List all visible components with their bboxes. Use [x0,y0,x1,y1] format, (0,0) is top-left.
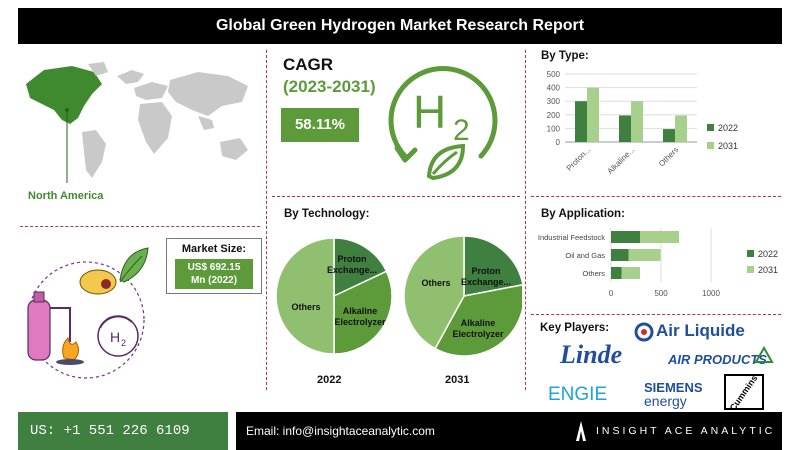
y-tick-label: Oil and Gas [565,251,605,260]
pie-label: Exchange... [461,277,511,287]
footer-brand: INSIGHT ACE ANALYTIC [596,425,776,437]
key-players-title: Key Players: [540,322,610,334]
siemens-energy-logo: SIEMENS energy [644,380,703,409]
leaf-logo-icon [426,143,466,181]
legend-swatch-2031 [707,142,714,149]
y-tick-label: 400 [547,84,561,93]
y-tick-label: 0 [556,138,561,147]
pie-slice-2 [403,235,465,350]
legend-label-2031: 2031 [718,141,738,151]
bar-2031-2 [621,267,640,279]
pie-slice-0 [463,235,522,297]
svg-text:H: H [110,329,120,345]
divider-vertical-right [525,50,526,390]
market-size-label: Market Size: [181,243,247,255]
bar-2031-1 [631,101,643,142]
footer-phone: US: +1 551 226 6109 [18,412,228,450]
pie-label: Exchange... [327,265,377,275]
divider-vertical-left [266,50,267,390]
x-tick-label: 1000 [702,289,720,298]
y-tick-label: Others [582,269,605,278]
x-tick-label: 0 [609,289,614,298]
footer-email: Email: info@insightaceanalytic.com [246,424,435,438]
divider-right-horizontal-2 [531,314,781,315]
flame-icon [62,336,80,361]
north-america-highlight [26,66,102,124]
by-application-chart: 0 500 1000 Industrial Feedstock Oil and Gas O… [538,228,778,298]
x-tick-label: Others [657,145,680,168]
world-map [26,62,248,183]
market-size-value: US$ 692.15 Mn (2022) [175,259,253,289]
cummins-logo: Cummins [724,373,764,413]
legend-label-2022: 2022 [718,123,738,133]
by-technology-title: By Technology: [284,208,370,220]
legend-swatch-2022 [707,124,714,131]
bar-2022-0 [611,231,640,243]
bar-2022-2 [611,267,622,279]
cagr-period: (2023-2031) [283,77,376,96]
cagr-value: 58.11% [281,108,359,142]
linde-logo: Linde [560,340,623,369]
bar-2022-1 [611,249,629,261]
y-tick-label: 100 [547,124,561,133]
pie-slice-2 [275,237,335,355]
divider-left-horizontal [20,226,260,227]
cagr-title: CAGR [283,55,334,74]
by-type-chart: 0 100 200 300 400 500 Proton... Alkaline... Othe… [547,70,738,176]
pie-label: Others [421,278,450,288]
air-products-logo: AIR PRODUCTS [668,344,778,372]
pie-label: Electrolyzer [334,317,386,327]
pie-label: Alkaline [343,306,378,316]
fuel-nozzle [79,269,117,295]
bar-2031-0 [640,231,679,243]
market-size-amount: US$ 692.15 [187,262,241,273]
market-size-box: Market Size: US$ 692.15 Mn (2022) [166,238,262,294]
by-application-title: By Application: [541,208,625,220]
region-label: North America [28,190,104,202]
brand-logo-icon [576,421,586,441]
pie-label: Alkaline [461,318,496,328]
pie-2031-year: 2031 [445,374,470,386]
pie-2022-year: 2022 [317,374,342,386]
divider-right-horizontal-1 [531,196,781,197]
legend-swatch-2031 [747,266,754,273]
market-size-year: Mn (2022) [190,275,238,286]
x-tick-label: Proton... [565,145,593,173]
pie-slice-1 [333,270,393,355]
bar-2031-1 [628,249,661,261]
svg-text:2: 2 [121,338,126,348]
footer-bar: Email: info@insightaceanalytic.com INSIG… [236,412,782,450]
divider-center-horizontal [272,196,520,197]
y-tick-label: 300 [547,97,561,106]
bar-2022-2 [663,129,675,142]
pie-label: Proton [472,266,501,276]
y-tick-label: 200 [547,111,561,120]
report-title: Global Green Hydrogen Market Research Re… [18,8,782,44]
x-tick-label: 500 [654,289,668,298]
bar-2031-0 [587,87,599,142]
pie-label: Others [291,302,320,312]
h2-logo-subscript: 2 [453,114,470,147]
green-hydrogen-illustration: H 2 [27,247,149,379]
x-tick-label: Alkaline... [606,145,637,176]
legend-label-2022: 2022 [758,249,778,259]
bar-2022-1 [619,115,631,142]
y-tick-label: 500 [547,70,561,79]
pie-slice-1 [434,284,522,357]
gas-cylinder [27,299,51,361]
y-tick-label: Industrial Feedstock [538,233,605,242]
by-technology-pies: ProtonExchange...AlkalineElectrolyzerOth… [275,235,522,357]
by-type-title: By Type: [541,50,589,62]
pie-label: Proton [338,254,367,264]
air-liquide-logo: Air Liquide [634,320,764,344]
legend-label-2031: 2031 [758,265,778,275]
bar-2022-0 [575,101,587,142]
bar-2031-2 [675,115,687,142]
h2-logo-letter: H [413,86,446,138]
h2-logo-icon: H 2 [388,66,498,181]
pie-slice-0 [333,237,388,298]
engie-logo: ENGIE [548,384,608,405]
legend-swatch-2022 [747,250,754,257]
pie-label: Electrolyzer [452,329,504,339]
